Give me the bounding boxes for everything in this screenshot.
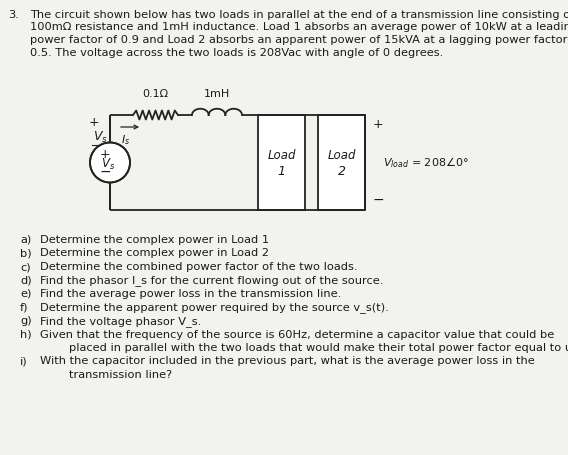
Text: 0.5. The voltage across the two loads is 208Vac with angle of 0 degrees.: 0.5. The voltage across the two loads is… bbox=[30, 47, 443, 57]
Text: c): c) bbox=[20, 262, 31, 272]
Text: placed in parallel with the two loads that would make their total power factor e: placed in parallel with the two loads th… bbox=[40, 343, 568, 353]
Text: f): f) bbox=[20, 303, 28, 313]
Text: Determine the apparent power required by the source v_s(t).: Determine the apparent power required by… bbox=[40, 303, 389, 313]
Text: Determine the complex power in Load 1: Determine the complex power in Load 1 bbox=[40, 235, 269, 245]
Text: Given that the frequency of the source is 60Hz, determine a capacitor value that: Given that the frequency of the source i… bbox=[40, 329, 554, 339]
Text: d): d) bbox=[20, 275, 32, 285]
Text: With the capacitor included in the previous part, what is the average power loss: With the capacitor included in the previ… bbox=[40, 357, 534, 366]
Text: a): a) bbox=[20, 235, 31, 245]
Text: 3.: 3. bbox=[8, 10, 19, 20]
Text: +: + bbox=[89, 116, 99, 130]
Text: Load: Load bbox=[327, 149, 356, 162]
Text: Determine the complex power in Load 2: Determine the complex power in Load 2 bbox=[40, 248, 269, 258]
Text: $V_{load}$ = 208∠0°: $V_{load}$ = 208∠0° bbox=[383, 155, 469, 170]
Text: +: + bbox=[100, 148, 110, 161]
Text: $V_s$: $V_s$ bbox=[101, 157, 115, 172]
Text: e): e) bbox=[20, 289, 31, 299]
Text: Load: Load bbox=[268, 149, 296, 162]
Circle shape bbox=[90, 143, 130, 182]
Text: 0.1Ω: 0.1Ω bbox=[143, 89, 169, 99]
Text: $I_s$: $I_s$ bbox=[122, 133, 131, 147]
Text: 1: 1 bbox=[278, 165, 286, 178]
Bar bbox=[258, 115, 305, 210]
Text: 1mH: 1mH bbox=[204, 89, 230, 99]
Text: h): h) bbox=[20, 329, 32, 339]
Text: −: − bbox=[99, 165, 111, 178]
Text: $V_s$: $V_s$ bbox=[93, 130, 107, 145]
Text: 100mΩ resistance and 1mH inductance. Load 1 absorbs an average power of 10kW at : 100mΩ resistance and 1mH inductance. Loa… bbox=[30, 22, 568, 32]
Text: The circuit shown below has two loads in parallel at the end of a transmission l: The circuit shown below has two loads in… bbox=[30, 10, 568, 20]
Text: b): b) bbox=[20, 248, 32, 258]
Text: Find the phasor I_s for the current flowing out of the source.: Find the phasor I_s for the current flow… bbox=[40, 275, 383, 286]
Text: power factor of 0.9 and Load 2 absorbs an apparent power of 15kVA at a lagging p: power factor of 0.9 and Load 2 absorbs a… bbox=[30, 35, 568, 45]
Text: Find the average power loss in the transmission line.: Find the average power loss in the trans… bbox=[40, 289, 341, 299]
Text: Determine the combined power factor of the two loads.: Determine the combined power factor of t… bbox=[40, 262, 357, 272]
Text: i): i) bbox=[20, 357, 28, 366]
Text: transmission line?: transmission line? bbox=[40, 370, 172, 380]
Text: Find the voltage phasor V_s.: Find the voltage phasor V_s. bbox=[40, 316, 201, 327]
Bar bbox=[318, 115, 365, 210]
Text: 2: 2 bbox=[337, 165, 345, 178]
Text: −: − bbox=[373, 193, 385, 207]
Text: +: + bbox=[373, 118, 383, 131]
Text: g): g) bbox=[20, 316, 32, 326]
